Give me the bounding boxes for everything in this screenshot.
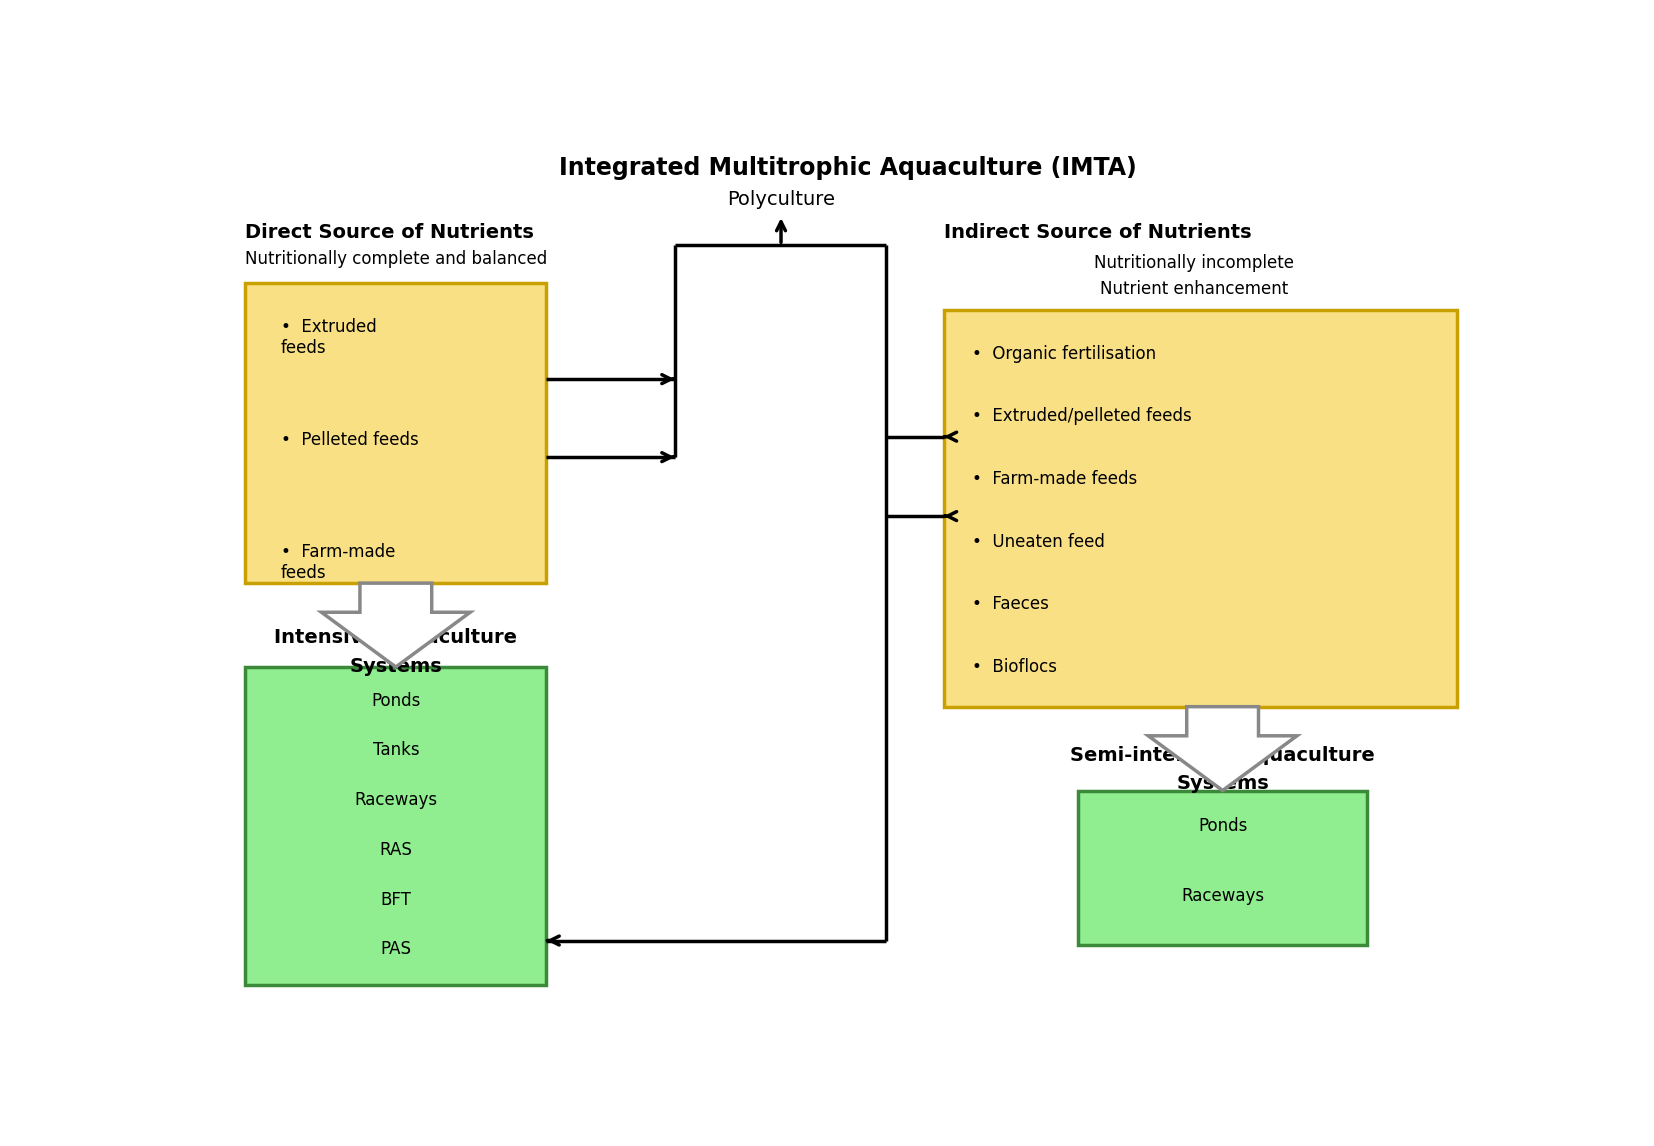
Text: •  Bioflocs: • Bioflocs [973,658,1057,676]
Text: Ponds: Ponds [1197,817,1247,835]
Text: Direct Source of Nutrients: Direct Source of Nutrients [245,223,534,242]
Text: BFT: BFT [380,890,412,909]
Bar [1078,791,1366,945]
Text: Systems: Systems [349,658,442,676]
Polygon shape [1148,707,1297,791]
Text: •  Faeces: • Faeces [973,595,1049,613]
Text: RAS: RAS [379,841,412,858]
Bar [944,309,1457,707]
Text: •  Uneaten feed: • Uneaten feed [973,533,1105,550]
Bar [245,667,546,984]
Text: Tanks: Tanks [372,741,418,760]
Text: Raceways: Raceways [354,791,437,809]
Text: •  Farm-made
feeds: • Farm-made feeds [281,543,395,582]
Text: Nutritionally incomplete: Nutritionally incomplete [1093,253,1293,272]
Text: •  Pelleted feeds: • Pelleted feeds [281,431,418,449]
Text: Raceways: Raceways [1181,887,1264,905]
Polygon shape [321,583,470,667]
Text: •  Organic fertilisation: • Organic fertilisation [973,345,1156,363]
Text: Integrated Multitrophic Aquaculture (IMTA): Integrated Multitrophic Aquaculture (IMT… [559,156,1136,180]
Text: Systems: Systems [1176,774,1269,793]
Text: Indirect Source of Nutrients: Indirect Source of Nutrients [944,223,1252,242]
Text: PAS: PAS [380,941,412,958]
Text: Polyculture: Polyculture [728,190,835,209]
Text: Intensive Aquaculture: Intensive Aquaculture [275,628,518,647]
Text: Semi-intensive Aquaculture: Semi-intensive Aquaculture [1070,746,1374,764]
Text: •  Extruded/pelleted feeds: • Extruded/pelleted feeds [973,408,1193,425]
Text: •  Extruded
feeds: • Extruded feeds [281,319,377,358]
Text: •  Farm-made feeds: • Farm-made feeds [973,470,1138,488]
Bar [245,283,546,583]
Text: Ponds: Ponds [370,692,420,709]
Text: Nutrient enhancement: Nutrient enhancement [1100,281,1288,298]
Text: Nutritionally complete and balanced: Nutritionally complete and balanced [245,250,547,268]
